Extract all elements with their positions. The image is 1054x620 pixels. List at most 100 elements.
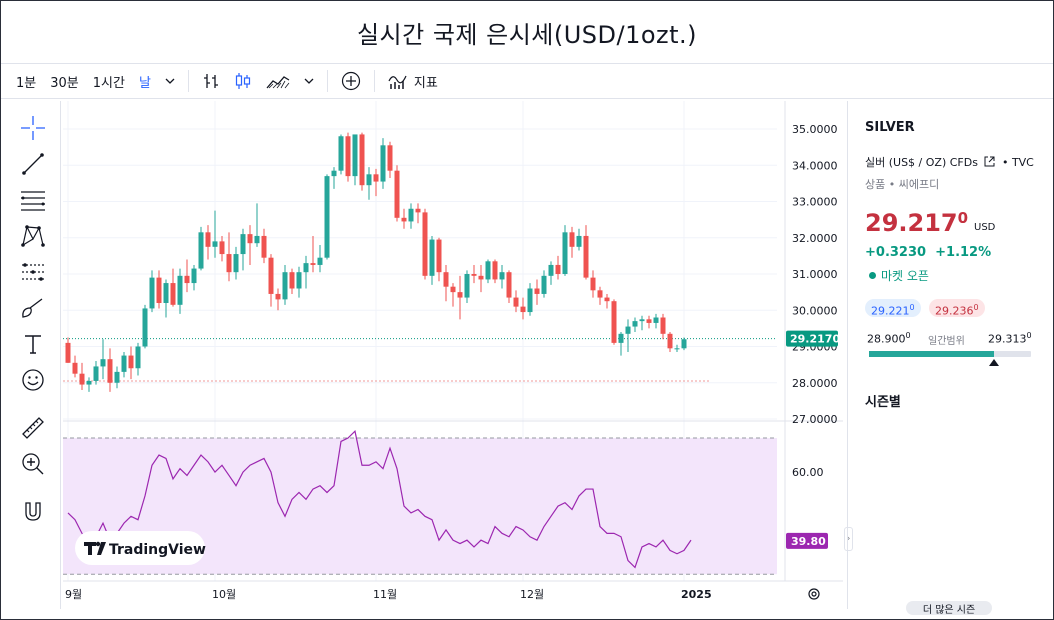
seasonals-heading: 시즌별 xyxy=(865,395,901,410)
time-tick-label: 11월 xyxy=(373,588,397,601)
day-low-value: 28.900 xyxy=(867,332,906,346)
tradingview-logo[interactable]: TradingView xyxy=(75,531,206,565)
bid-value: 29.221 xyxy=(871,304,910,318)
brush-icon[interactable] xyxy=(18,293,48,323)
ruler-icon[interactable] xyxy=(18,413,48,443)
candle-body xyxy=(345,136,351,177)
crosshair-icon[interactable] xyxy=(18,113,48,143)
bid-fraction: 0 xyxy=(909,303,915,312)
candle-body xyxy=(436,239,442,273)
emoji-icon[interactable] xyxy=(18,365,48,395)
candle-body xyxy=(240,234,246,255)
interval-dropdown-icon[interactable] xyxy=(158,67,182,95)
candle-body xyxy=(184,275,190,284)
candle-body xyxy=(499,272,505,280)
interval-1h-button[interactable]: 1시간 xyxy=(92,75,125,91)
area-chart-type-icon[interactable] xyxy=(259,67,297,95)
trend-line-icon[interactable] xyxy=(18,149,48,179)
day-high-value: 29.313 xyxy=(988,332,1027,346)
interval-30m-button[interactable]: 30분 xyxy=(50,75,79,91)
candle-body xyxy=(380,145,386,182)
candle-body xyxy=(121,355,127,372)
candle-body xyxy=(324,176,330,258)
candle-body xyxy=(408,208,414,222)
chart-toolbar: 1분 30분 1시간 날 지표 xyxy=(1,63,1053,99)
time-tick-label: 10월 xyxy=(212,588,236,601)
indicators-button[interactable]: 지표 xyxy=(381,67,445,95)
interval-1m-button[interactable]: 1분 xyxy=(16,75,37,91)
zoom-in-icon[interactable] xyxy=(18,449,48,479)
indicators-label: 지표 xyxy=(413,75,438,91)
candle-body xyxy=(660,317,666,334)
symbol-source: • TVC xyxy=(1001,156,1034,169)
day-high-fraction: 0 xyxy=(1026,331,1032,340)
settings-gear-icon[interactable] xyxy=(808,588,820,600)
candle-body xyxy=(618,333,624,343)
candle-body xyxy=(254,235,260,244)
candle-body xyxy=(72,362,78,374)
candle-body xyxy=(93,366,99,381)
candle-body xyxy=(471,274,477,276)
candle-body xyxy=(541,275,547,294)
candle-body xyxy=(387,145,393,171)
candle-body xyxy=(401,217,407,222)
toolbar-divider xyxy=(187,70,189,92)
currency-label: USD xyxy=(974,222,996,233)
candle-chart-type-icon[interactable] xyxy=(227,67,259,95)
price-change: +0.3230 +1.12% xyxy=(865,245,991,260)
candle-body xyxy=(219,241,225,255)
candle-body xyxy=(282,272,288,300)
candle-body xyxy=(114,371,120,383)
collapse-panel-handle[interactable]: › xyxy=(844,527,853,551)
candle-body xyxy=(275,293,281,300)
candle-body xyxy=(583,235,589,278)
candle-body xyxy=(317,257,323,265)
symbol-name: SILVER xyxy=(865,120,915,135)
candle-body xyxy=(639,319,645,322)
candle-body xyxy=(205,232,211,247)
candle-body xyxy=(100,359,106,367)
candle-body xyxy=(352,134,358,177)
candle-body xyxy=(86,380,92,385)
text-icon[interactable] xyxy=(18,329,48,359)
last-price-label-bg xyxy=(786,330,838,347)
price-tick-label: 30.0000 xyxy=(792,304,838,317)
symbol-details-panel: SILVER 실버 (US$ / OZ) CFDs • TVC 상품 • 씨에프… xyxy=(847,101,1053,615)
candles xyxy=(65,132,687,392)
candle-body xyxy=(149,277,155,309)
market-status-text: 마켓 오픈 xyxy=(881,269,929,283)
rsi-level-label: 60.00 xyxy=(792,466,824,479)
fib-retracement-icon[interactable] xyxy=(18,185,48,215)
ask-fraction: 0 xyxy=(973,303,979,312)
pattern-icon[interactable] xyxy=(18,221,48,251)
candle-body xyxy=(681,339,687,349)
interval-1d-button[interactable]: 날 xyxy=(138,75,151,91)
candle-body xyxy=(478,275,484,280)
candle-body xyxy=(373,174,379,182)
chart-type-dropdown-icon[interactable] xyxy=(297,67,321,95)
candle-body xyxy=(65,342,71,363)
chart-area[interactable]: 35.0000 34.0000 33.0000 32.0000 31.0000 30.00… xyxy=(63,101,843,609)
price-chart[interactable]: 35.0000 34.0000 33.0000 32.0000 31.0000 30.00… xyxy=(63,101,843,609)
candle-body xyxy=(534,288,540,294)
compare-add-icon[interactable] xyxy=(334,67,368,95)
candle-body xyxy=(303,263,309,273)
rsi-last-label-text: 39.80 xyxy=(791,535,826,548)
candle-body xyxy=(247,234,253,244)
bar-chart-type-icon[interactable] xyxy=(195,67,227,95)
magnet-icon[interactable] xyxy=(18,497,48,527)
prediction-icon[interactable] xyxy=(18,257,48,287)
day-range-fill xyxy=(869,351,994,357)
candle-body xyxy=(268,257,274,294)
price-tick-label: 33.0000 xyxy=(792,196,838,209)
candle-body xyxy=(667,333,673,349)
candle-body xyxy=(429,239,435,276)
rsi-line xyxy=(67,430,692,569)
ask-badge: 29.2360 xyxy=(929,299,985,318)
market-open-dot-icon xyxy=(869,272,876,279)
external-link-icon[interactable] xyxy=(984,156,995,167)
more-seasonals-button[interactable]: 더 많은 시즌 xyxy=(906,601,992,615)
current-price: 29.2170 xyxy=(865,209,968,237)
candle-body xyxy=(625,326,631,334)
